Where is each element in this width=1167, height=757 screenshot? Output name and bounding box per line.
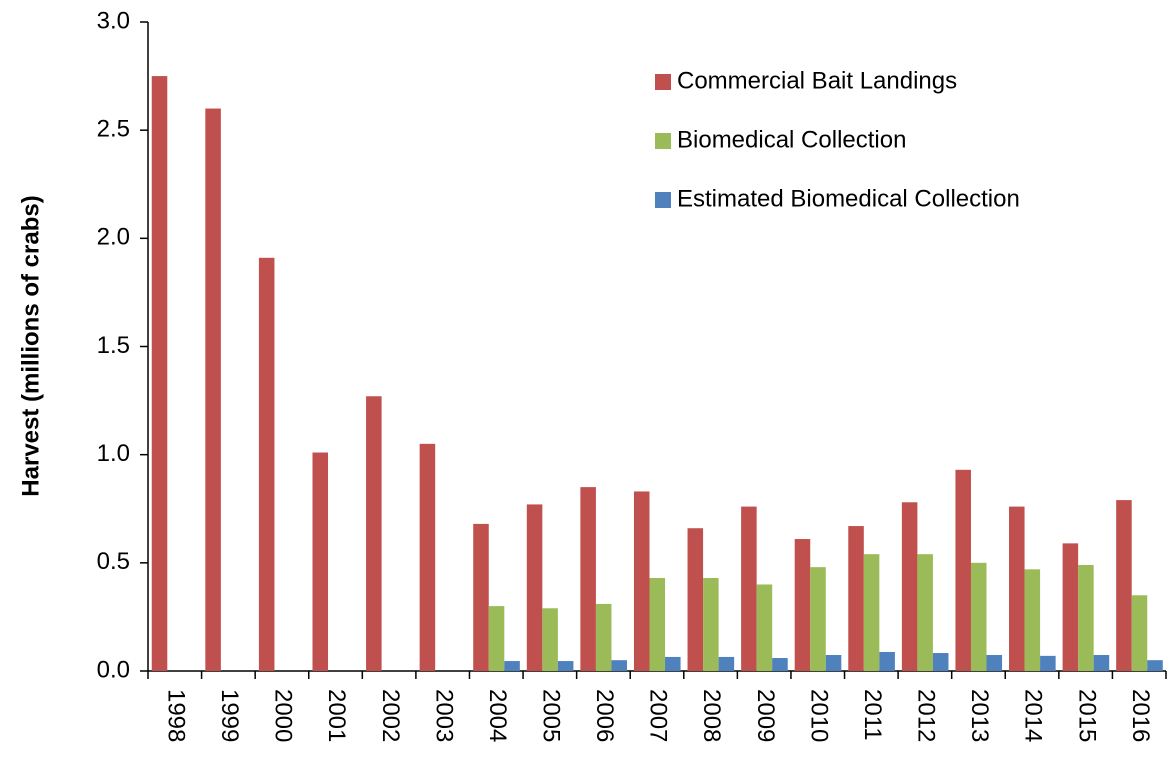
bar [955, 469, 971, 671]
bar [1147, 660, 1163, 671]
bar [794, 539, 811, 671]
y-tick-label: 3.0 [97, 7, 130, 34]
x-tick-label: 2007 [645, 689, 672, 742]
x-tick-label: 2013 [966, 689, 993, 742]
bar [665, 656, 681, 671]
bar [1093, 654, 1110, 671]
bar [595, 603, 612, 671]
y-tick-label: 2.5 [97, 116, 130, 143]
bar [1062, 543, 1079, 671]
x-tick-label: 2011 [859, 689, 886, 741]
y-tick-label: 2.0 [97, 224, 130, 251]
x-tick-label: 2006 [591, 689, 618, 742]
bar [542, 608, 558, 671]
x-tick-label: 2001 [323, 689, 350, 742]
x-tick-label: 2009 [752, 689, 779, 742]
y-tick-label: 1.5 [97, 332, 130, 359]
bar [970, 562, 987, 671]
bar [1116, 500, 1132, 671]
x-tick-label: 2015 [1073, 689, 1100, 742]
x-tick-label: 2005 [537, 689, 564, 742]
bar [879, 651, 895, 671]
bar [526, 504, 543, 671]
bar [1024, 569, 1041, 671]
bar [772, 658, 788, 671]
bar [419, 443, 436, 671]
y-axis-title: Harvest (millions of crabs) [17, 195, 44, 496]
legend-swatch [655, 74, 671, 90]
bar [312, 452, 329, 671]
x-tick-label: 2016 [1127, 689, 1154, 742]
y-tick-label: 1.0 [97, 440, 130, 467]
x-tick-label: 2010 [805, 689, 832, 742]
legend-swatch [655, 133, 671, 149]
bar [205, 108, 221, 672]
bar [848, 526, 864, 671]
bar [741, 506, 757, 671]
x-tick-label: 2002 [377, 689, 404, 742]
legend-label: Estimated Biomedical Collection [677, 185, 1020, 212]
y-tick-label: 0.5 [97, 548, 130, 575]
legend-label: Commercial Bait Landings [677, 67, 957, 94]
bar [580, 487, 596, 671]
bar [649, 577, 666, 671]
x-tick-label: 2000 [270, 689, 297, 742]
bar [633, 491, 650, 671]
bar [488, 606, 505, 671]
bar [611, 660, 627, 671]
bar [863, 554, 880, 671]
bar [901, 502, 918, 671]
x-tick-label: 2012 [913, 689, 940, 742]
legend-swatch [655, 192, 671, 208]
bar [504, 661, 520, 671]
bar [1009, 506, 1025, 671]
bar [986, 654, 1003, 671]
x-tick-label: 1999 [216, 689, 243, 742]
bar [687, 528, 704, 671]
x-tick-label: 1998 [162, 689, 189, 742]
bar [557, 661, 574, 671]
bar [1040, 655, 1056, 671]
bar [810, 567, 826, 671]
bar [756, 584, 773, 671]
x-tick-label: 2008 [698, 689, 725, 742]
bar [1078, 564, 1094, 671]
bar [366, 396, 382, 671]
y-tick-label: 0.0 [97, 656, 130, 683]
bar [258, 257, 275, 671]
x-tick-label: 2014 [1020, 689, 1047, 742]
x-tick-label: 2004 [484, 689, 511, 742]
bar [1131, 595, 1148, 671]
bar [151, 76, 168, 672]
bar [703, 577, 719, 671]
legend-label: Biomedical Collection [677, 126, 906, 153]
bar [932, 653, 949, 671]
bar [473, 523, 489, 671]
bar [718, 656, 735, 671]
bar [825, 654, 842, 671]
x-tick-label: 2003 [430, 689, 457, 742]
bar [917, 554, 933, 671]
